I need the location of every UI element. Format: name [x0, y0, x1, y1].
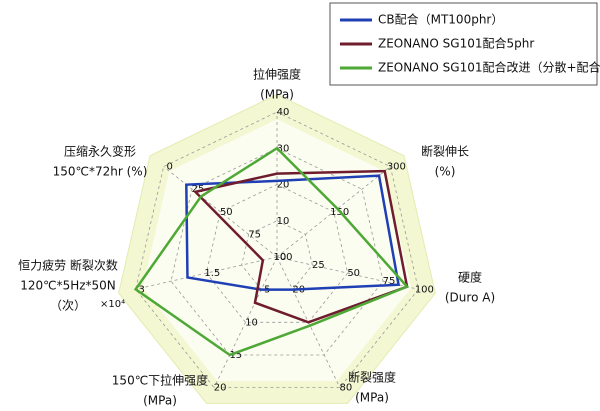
axis-label: 拉伸强度 [253, 67, 301, 82]
axis-label: (MPa) [355, 391, 389, 405]
axis-label: (MPa) [143, 394, 177, 408]
tick-label: 1.5 [204, 268, 220, 279]
series-line [133, 146, 410, 357]
tick-label: 50 [220, 207, 233, 218]
axis-label: 压缩永久变形 [64, 144, 136, 159]
grid-ring [205, 184, 349, 323]
axis-line [213, 256, 278, 388]
tick-label: 50 [347, 268, 360, 279]
tick-label: 20 [214, 383, 227, 394]
tick-label: 300 [387, 162, 406, 173]
axis-label: (Duro A) [445, 291, 495, 305]
tick-label: 25 [192, 184, 205, 195]
axis-line [276, 166, 391, 258]
axis-label: 硬度 [458, 270, 482, 285]
tick-label: 20 [277, 180, 290, 191]
tick-label: 0 [280, 252, 286, 263]
series-line [185, 174, 401, 291]
grid-ring [135, 111, 419, 389]
legend-label: ZEONANO SG101配合5phr [378, 36, 534, 51]
tick-label: 40 [277, 107, 290, 118]
tick-label: 0 [166, 162, 172, 173]
axis-label: 断裂伸长 [421, 144, 469, 159]
axis-label: 150℃*72hr (%) [53, 165, 148, 179]
tick-label: 80 [340, 383, 353, 394]
axis-label: 恒力疲劳 断裂次数 [18, 258, 118, 273]
tick-label: 3 [138, 284, 144, 295]
axis-label: 断裂强度 [348, 370, 396, 385]
tick-label: 15 [229, 350, 242, 361]
axis-label: （次） [50, 299, 86, 313]
tick-label: 25 [312, 260, 325, 271]
legend-label: CB配合（MT100phr） [378, 12, 503, 27]
axis-label: (MPa) [260, 88, 294, 102]
axis-unit: ×10⁴ [100, 299, 125, 310]
tick-label: 100 [273, 252, 292, 263]
axis-label: (%) [435, 165, 456, 179]
axis-label: 150℃下拉伸强度 [112, 373, 208, 388]
series-line [192, 169, 409, 324]
tick-label: 10 [277, 216, 290, 227]
axis-label: 120℃*5Hz*50N [20, 279, 116, 293]
tick-label: 75 [383, 276, 396, 287]
tick-label: 30 [277, 143, 290, 154]
axis-line [135, 256, 278, 290]
legend-label: ZEONANO SG101配合改进（分散+配合） [378, 60, 600, 75]
legend-box [329, 2, 598, 86]
axis-line [163, 166, 278, 258]
tick-label: 10 [245, 317, 258, 328]
tick-label: 100 [415, 284, 434, 295]
tick-label: 75 [248, 229, 261, 240]
grid-ring [170, 147, 384, 356]
